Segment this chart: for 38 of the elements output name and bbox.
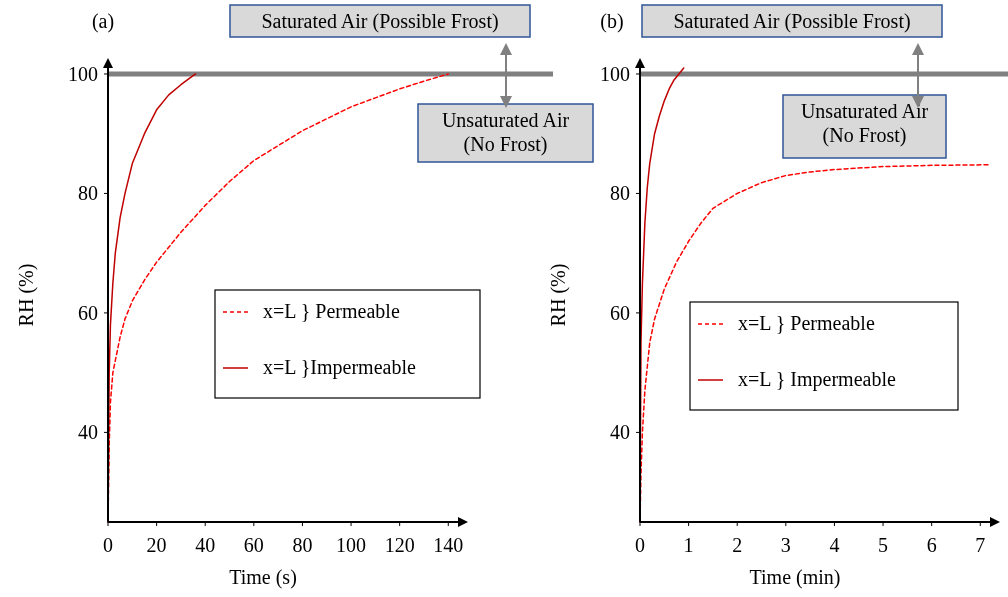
chart-title: (b)	[600, 10, 624, 33]
y-axis-title: RH (%)	[15, 263, 38, 327]
legend-label: x=L }Impermeable	[263, 356, 416, 379]
y-tick-label: 60	[78, 301, 98, 324]
x-tick-label: 4	[829, 534, 840, 556]
x-tick-label: 120	[384, 534, 415, 556]
text: Saturated Air (Possible Frost)	[673, 10, 911, 33]
annotation: Unsaturated Air (No Frost)	[441, 109, 570, 156]
x-tick-label: 80	[292, 534, 313, 556]
x-tick-label: 1	[683, 534, 694, 556]
y-axis-title: RH (%)	[547, 263, 570, 327]
x-tick-label: 140	[433, 534, 464, 556]
y-tick-label: 100	[68, 62, 98, 85]
x-tick-label: 2	[732, 534, 743, 556]
y-tick-label: 100	[600, 62, 630, 85]
x-tick-label: 40	[195, 534, 216, 556]
x-tick-label: 0	[635, 534, 645, 556]
legend-label: x=L } Permeable	[738, 312, 875, 334]
x-tick-label: 60	[243, 534, 264, 556]
legend-label: x=L } Permeable	[263, 300, 400, 322]
y-tick-label: 60	[610, 301, 630, 324]
x-tick-label: 5	[878, 534, 889, 556]
legend-label: x=L } Impermeable	[738, 368, 896, 391]
text: Saturated Air (Possible Frost)	[261, 10, 499, 33]
x-axis-title: Time (s)	[229, 566, 297, 589]
chart-title: (a)	[91, 10, 115, 33]
x-tick-label: 0	[103, 534, 113, 556]
x-axis-title: Time (min)	[749, 566, 841, 589]
y-tick-label: 80	[610, 182, 630, 205]
y-tick-label: 80	[78, 182, 98, 205]
x-tick-label: 6	[926, 534, 937, 556]
x-tick-label: 100	[336, 534, 367, 556]
x-tick-label: 3	[780, 534, 791, 556]
x-tick-label: 20	[146, 534, 167, 556]
y-tick-label: 40	[78, 421, 98, 444]
annotation: Unsaturated Air (No Frost)	[800, 100, 929, 147]
y-tick-label: 40	[610, 421, 630, 444]
x-tick-label: 7	[975, 534, 986, 556]
